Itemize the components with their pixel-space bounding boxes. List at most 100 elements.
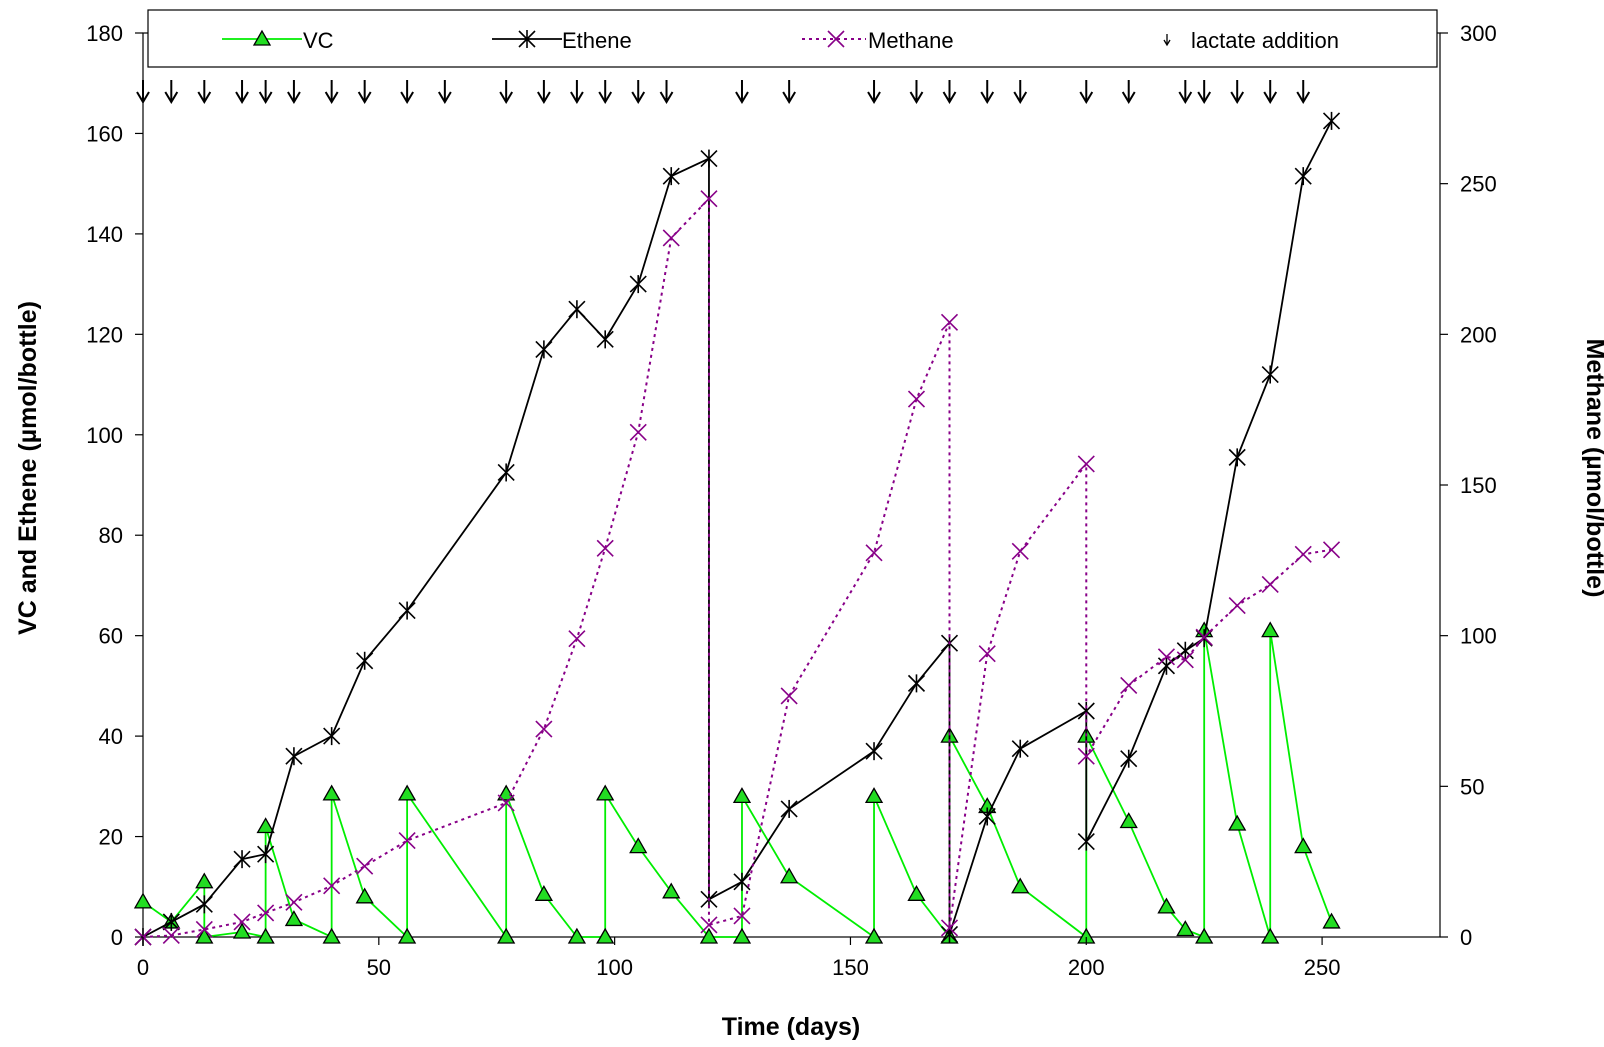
series-line-methane xyxy=(142,196,1332,938)
lactate-arrow xyxy=(942,80,957,104)
y2-tick-label: 50 xyxy=(1460,774,1484,799)
data-point-vc xyxy=(195,927,214,944)
data-point-ethene xyxy=(535,340,553,359)
data-point-methane xyxy=(497,794,515,812)
legend: VC Ethene Methane lactate addition xyxy=(147,9,1438,68)
data-point-ethene xyxy=(629,275,647,294)
data-point-vc xyxy=(1261,621,1280,638)
data-point-vc xyxy=(1228,814,1247,831)
data-point-methane xyxy=(1011,542,1029,560)
y2-tick-label: 150 xyxy=(1460,473,1497,498)
data-point-vc xyxy=(256,817,275,834)
data-point-vc xyxy=(567,927,587,944)
lactate-arrow xyxy=(980,80,995,104)
lactate-arrow xyxy=(735,80,749,104)
data-point-vc xyxy=(1119,812,1138,829)
y-tick-label: 60 xyxy=(99,624,123,649)
data-point-vc xyxy=(133,892,153,909)
data-point-methane xyxy=(700,916,718,934)
lactate-arrow xyxy=(235,80,249,104)
data-point-ethene xyxy=(162,912,180,931)
data-point-vc xyxy=(322,927,341,944)
lactate-arrow xyxy=(631,80,646,104)
data-point-ethene xyxy=(662,167,680,186)
lactate-arrow xyxy=(537,80,551,104)
data-point-ethene xyxy=(907,674,926,693)
data-point-vc xyxy=(256,927,275,944)
data-point-methane xyxy=(596,539,614,557)
data-point-methane xyxy=(1322,541,1341,559)
x-tick-label: 250 xyxy=(1304,955,1341,980)
lactate-arrow xyxy=(258,80,273,104)
lactate-arrow xyxy=(1263,80,1278,104)
lactate-arrow xyxy=(909,80,924,104)
data-point-ethene xyxy=(865,742,883,761)
data-point-methane xyxy=(662,229,680,247)
legend-box xyxy=(147,9,1438,68)
y-tick-label: 80 xyxy=(99,523,123,548)
data-point-vc xyxy=(1157,897,1176,914)
lactate-arrow xyxy=(287,80,301,104)
data-point-methane xyxy=(1294,545,1312,563)
data-point-methane xyxy=(1157,648,1176,666)
x-tick-label: 100 xyxy=(596,955,633,980)
lactate-arrow xyxy=(499,80,514,104)
data-point-methane xyxy=(398,832,416,850)
data-point-ethene xyxy=(596,330,614,349)
lactate-arrow xyxy=(1121,80,1136,104)
data-point-vc xyxy=(534,885,554,901)
data-point-vc xyxy=(322,784,341,801)
data-point-ethene xyxy=(780,799,798,818)
data-point-vc xyxy=(284,910,304,927)
data-point-ethene xyxy=(1011,739,1029,758)
data-point-ethene xyxy=(398,601,416,620)
lactate-arrow xyxy=(782,80,796,104)
lactate-arrow xyxy=(1296,80,1311,104)
data-point-ethene xyxy=(1157,656,1176,675)
data-point-vc xyxy=(864,787,884,804)
legend-marker-ethene xyxy=(518,30,536,48)
data-point-vc xyxy=(699,927,719,944)
data-point-vc xyxy=(397,927,417,944)
data-point-vc xyxy=(397,784,417,801)
series-line-vc xyxy=(142,630,1333,940)
y2-axis-title: Methane (µmol/bottle) xyxy=(1581,339,1604,598)
data-point-vc xyxy=(596,927,615,944)
data-point-vc xyxy=(355,887,374,904)
legend-label-ethene: Ethene xyxy=(562,28,632,53)
y-tick-label: 100 xyxy=(86,423,123,448)
y-tick-label: 0 xyxy=(111,925,123,950)
lactate-arrow xyxy=(357,80,372,104)
lactate-arrow xyxy=(1178,80,1193,104)
data-point-methane xyxy=(865,544,883,562)
data-point-methane xyxy=(1077,747,1095,765)
lactate-arrow xyxy=(570,80,584,104)
lactate-arrow xyxy=(1197,80,1212,104)
data-point-methane xyxy=(1228,596,1246,615)
lactate-arrow xyxy=(136,80,150,104)
data-point-vc xyxy=(596,784,615,801)
legend-label-lactate: lactate addition xyxy=(1191,28,1339,53)
data-point-ethene xyxy=(195,895,213,914)
data-point-ethene xyxy=(497,463,515,482)
data-point-ethene xyxy=(568,300,586,319)
data-point-vc xyxy=(629,837,648,854)
series-layer xyxy=(133,111,1341,946)
x-tick-label: 200 xyxy=(1068,955,1105,980)
data-point-ethene xyxy=(1294,167,1312,186)
y-tick-label: 180 xyxy=(86,21,123,46)
data-point-vc xyxy=(732,927,752,944)
data-point-vc xyxy=(907,885,926,901)
series-line-ethene xyxy=(142,120,1333,938)
data-point-vc xyxy=(662,882,681,899)
lactate-arrow xyxy=(1230,80,1245,104)
data-point-vc xyxy=(780,867,799,884)
legend-marker-vc xyxy=(252,29,272,46)
data-point-methane xyxy=(257,904,275,922)
data-point-methane xyxy=(323,877,341,895)
legend-marker-methane xyxy=(827,30,845,48)
x-tick-label: 150 xyxy=(832,955,869,980)
data-point-vc xyxy=(864,927,884,944)
data-point-ethene xyxy=(1322,111,1341,130)
